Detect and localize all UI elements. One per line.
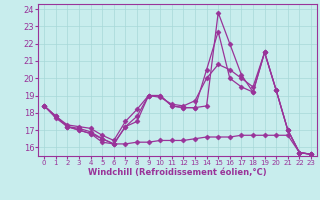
X-axis label: Windchill (Refroidissement éolien,°C): Windchill (Refroidissement éolien,°C) [88, 168, 267, 177]
